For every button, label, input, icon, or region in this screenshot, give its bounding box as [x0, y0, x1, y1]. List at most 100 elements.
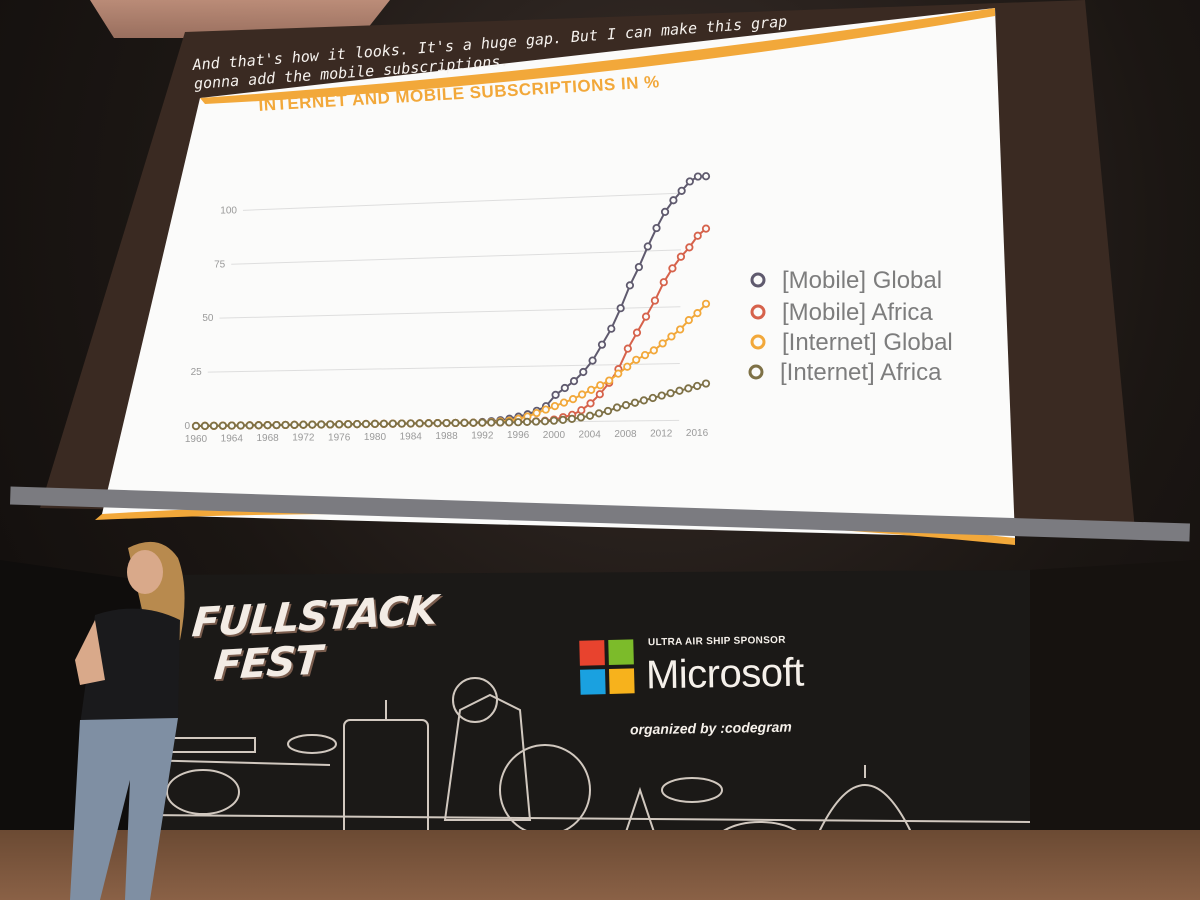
data-point [352, 420, 362, 429]
data-point [632, 328, 642, 337]
chart-grid [195, 192, 682, 427]
x-tick-label: 2004 [579, 429, 602, 440]
chart-legend: [Mobile] Global [Mobile] Africa [Internet]… [748, 267, 953, 386]
data-point [657, 391, 666, 400]
data-point [514, 418, 523, 427]
data-point [290, 420, 299, 429]
dome-building [166, 769, 240, 815]
data-point [487, 418, 496, 427]
data-point [335, 420, 344, 429]
tall-tower [343, 719, 429, 841]
line-chart: 0 25 50 75 100 1960 1964 1968 1972 1976 1980 1984 19… [184, 172, 953, 445]
data-point [433, 419, 442, 428]
data-point [684, 384, 693, 393]
series-line [195, 382, 707, 427]
airship-small [287, 734, 337, 754]
series-2 [191, 299, 711, 431]
data-point [200, 421, 210, 430]
speaker-arm [75, 620, 105, 685]
slide-canvas [102, 8, 1015, 538]
data-point [560, 383, 569, 393]
data-point [630, 398, 640, 407]
data-point [540, 417, 550, 426]
gridline [231, 249, 682, 265]
data-point [595, 390, 604, 399]
x-tick-label: 1992 [471, 431, 494, 442]
skyline-baseline [139, 814, 1031, 823]
y-tick-label: 75 [214, 259, 226, 270]
x-tick-label: 2012 [650, 429, 673, 440]
data-point [532, 408, 541, 418]
data-point [625, 281, 635, 290]
data-point [693, 231, 702, 240]
data-point [577, 406, 586, 415]
data-point [379, 419, 388, 428]
data-point [685, 243, 694, 252]
y-tick-label: 25 [191, 367, 203, 378]
speaker-person [70, 541, 185, 900]
data-point [587, 385, 596, 394]
legend-item: [Mobile] Africa [750, 299, 933, 326]
slide-top-swoosh [200, 8, 995, 104]
data-point [621, 401, 631, 410]
data-point [209, 421, 218, 430]
airship-large [661, 777, 723, 803]
data-point [605, 376, 614, 385]
y-tick-label: 50 [202, 313, 214, 324]
data-point [623, 344, 632, 353]
legend-marker-icon [750, 334, 766, 350]
data-point [586, 399, 595, 408]
legend-item: [Mobile] Global [750, 267, 942, 294]
data-point [660, 207, 670, 217]
x-tick-label: 1984 [400, 431, 423, 442]
data-point [478, 418, 487, 427]
data-point [370, 419, 380, 428]
y-tick-label: 100 [220, 205, 237, 216]
speaker-head [127, 550, 163, 594]
legend-label: [Internet] Global [782, 329, 953, 356]
x-tick-label: 1972 [292, 433, 315, 444]
data-point [643, 242, 652, 251]
data-point [397, 419, 406, 428]
data-point [623, 362, 632, 371]
data-point [667, 332, 676, 341]
series-line [195, 227, 707, 427]
data-point [227, 421, 236, 430]
data-point [578, 390, 587, 399]
data-point [597, 340, 607, 349]
x-tick-label: 1980 [364, 432, 387, 443]
projector-screen: And that's how it looks. It's a huge gap… [10, 0, 1190, 545]
data-point [272, 420, 281, 430]
data-point [299, 420, 308, 429]
legend-marker-icon [750, 272, 766, 288]
data-point [549, 416, 559, 425]
data-point [388, 419, 397, 428]
data-point [596, 381, 605, 390]
data-point [594, 409, 604, 418]
data-point [649, 346, 658, 355]
data-point [558, 415, 568, 424]
speaker-jeans [70, 718, 178, 900]
data-point [281, 420, 290, 430]
data-point [245, 421, 254, 430]
series-0 [191, 172, 711, 431]
data-point [650, 296, 660, 305]
data-point [676, 325, 685, 334]
legend-label: [Mobile] Global [782, 267, 942, 294]
data-point [648, 393, 657, 403]
data-point [522, 417, 532, 426]
x-tick-label: 1988 [435, 431, 458, 442]
data-point [603, 406, 613, 416]
data-point [684, 316, 693, 325]
data-point [616, 304, 625, 313]
stage-side-wall [1030, 560, 1200, 900]
data-point [676, 252, 686, 261]
data-point [685, 177, 694, 186]
data-point [612, 403, 622, 412]
data-point [218, 421, 227, 430]
data-point [263, 421, 272, 430]
legend-label: [Mobile] Africa [782, 299, 933, 326]
data-point [639, 396, 648, 405]
gridline [242, 192, 682, 211]
legend-label: [Internet] Africa [780, 359, 942, 386]
